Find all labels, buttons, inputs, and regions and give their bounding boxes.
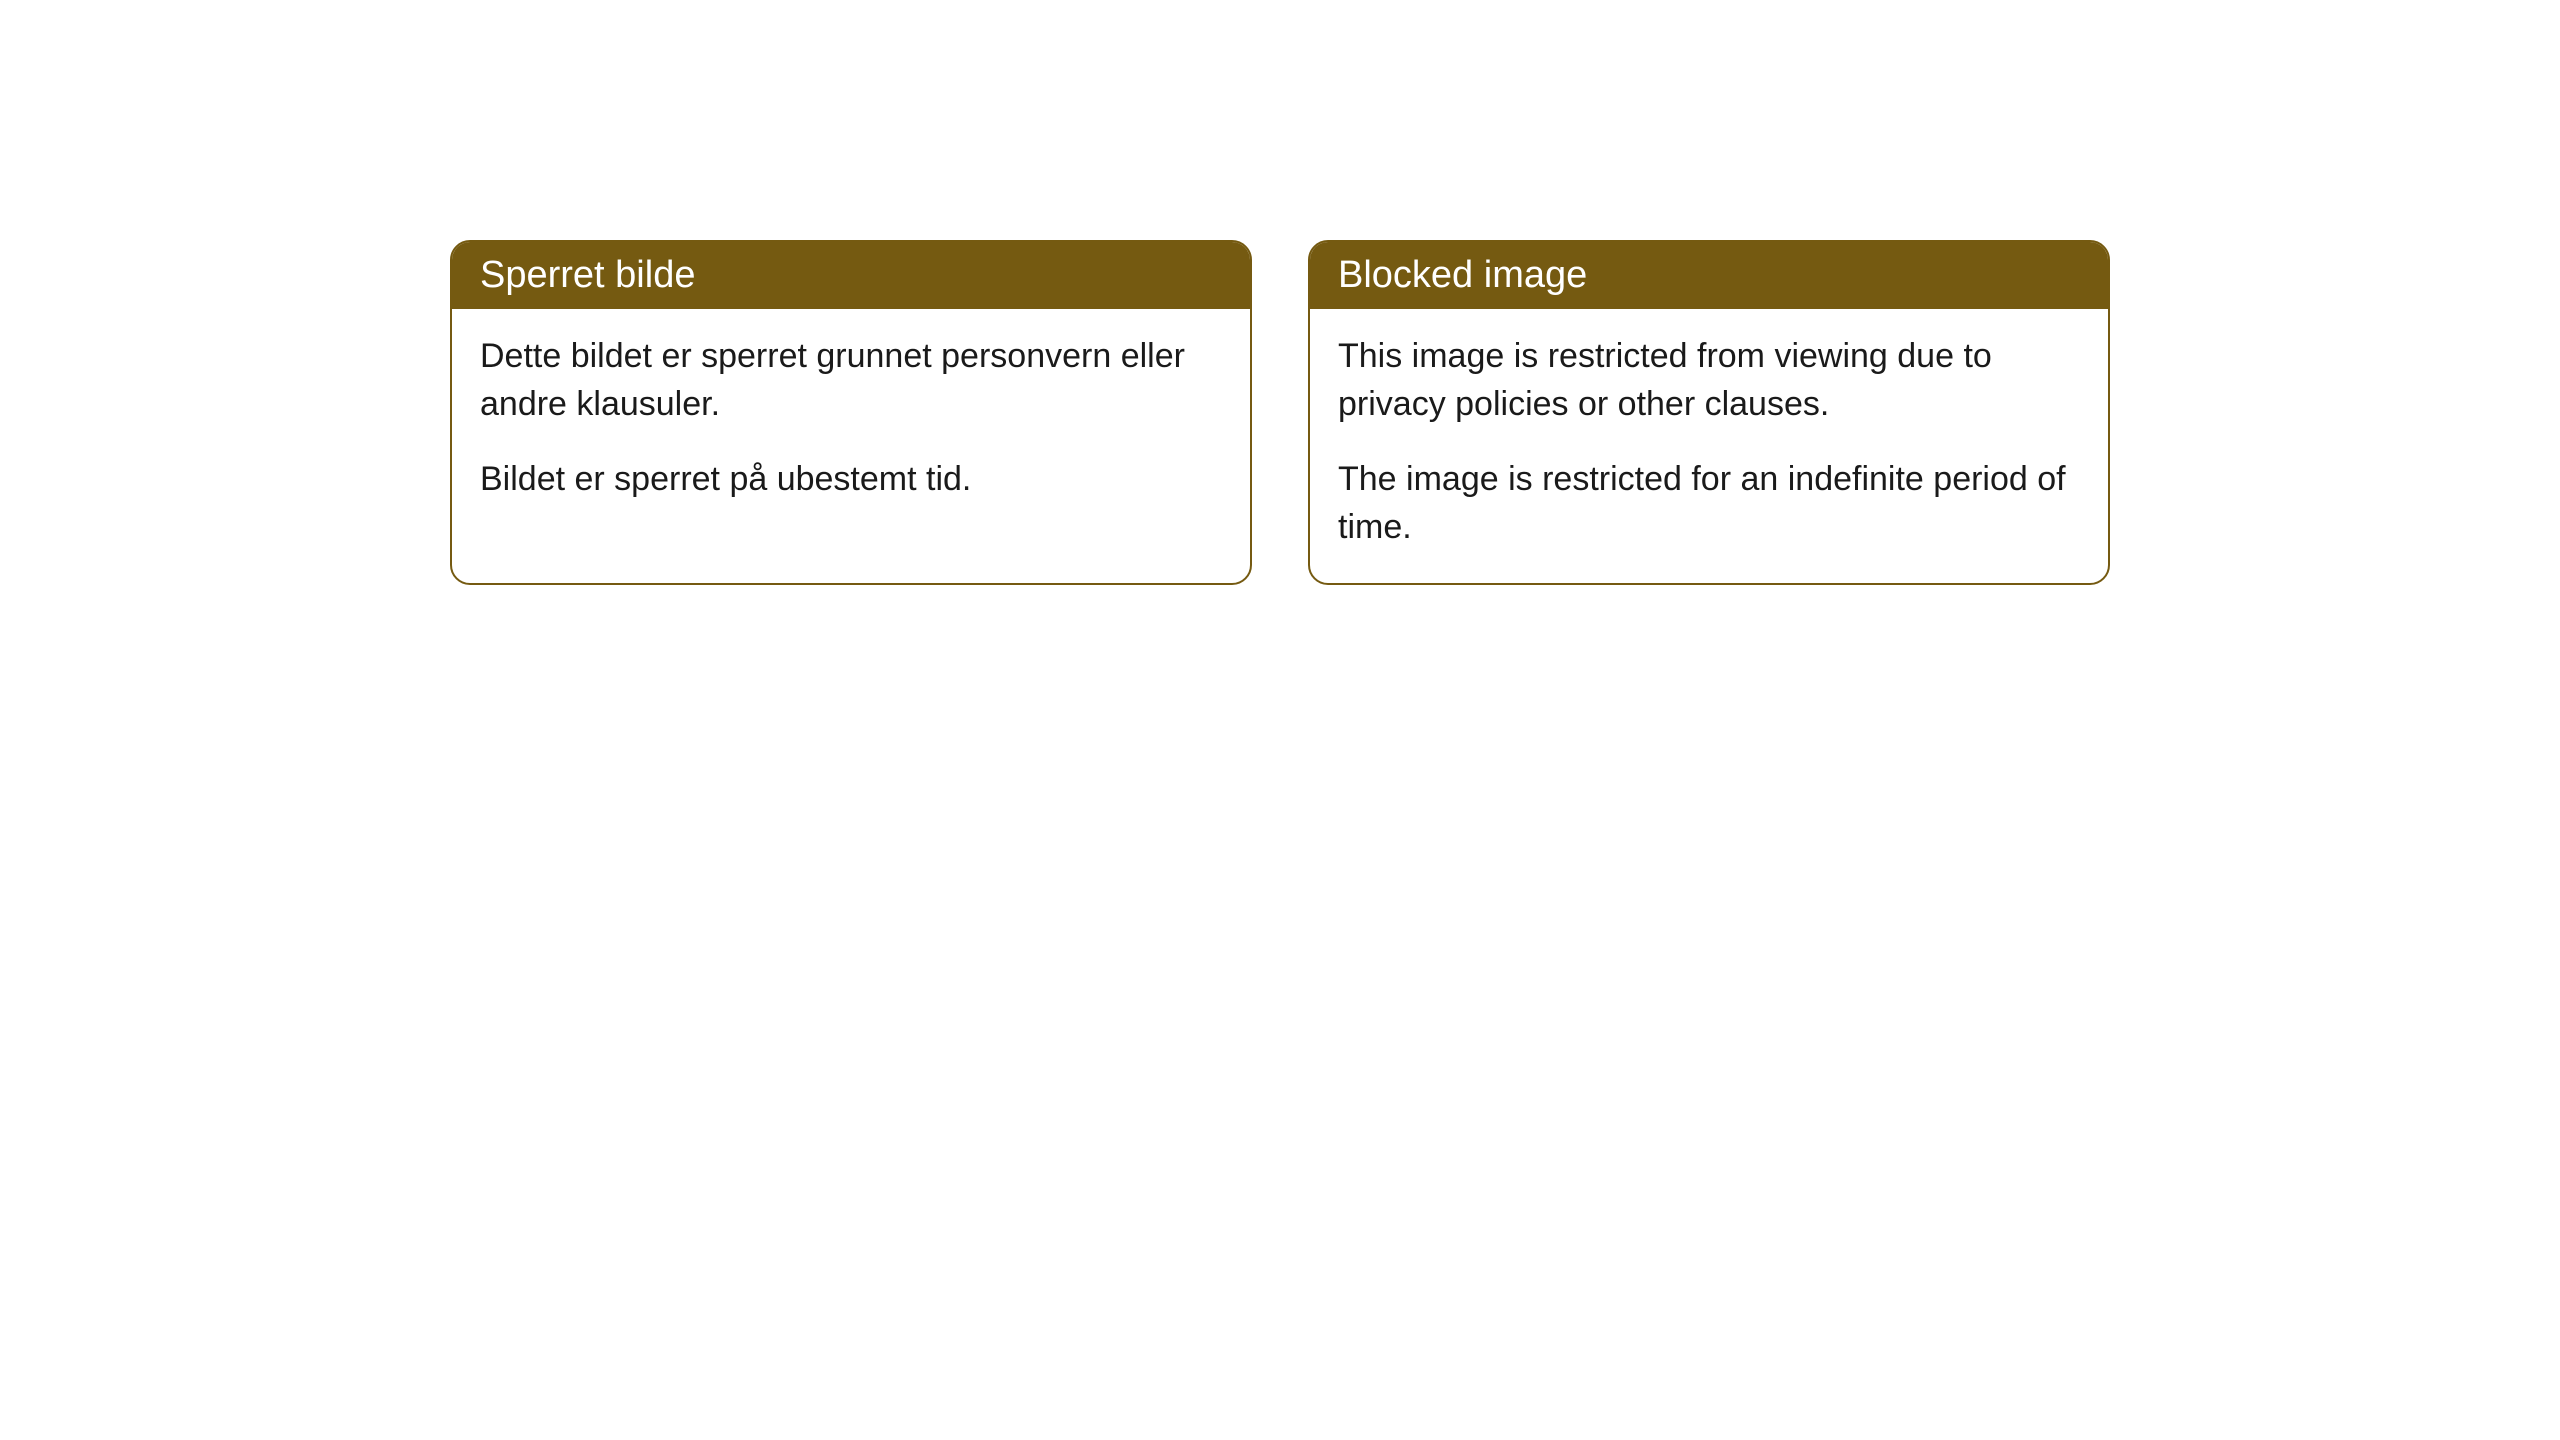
notice-card-norwegian: Sperret bilde Dette bildet er sperret gr… <box>450 240 1252 585</box>
card-body-norwegian: Dette bildet er sperret grunnet personve… <box>452 309 1250 536</box>
card-paragraph2-english: The image is restricted for an indefinit… <box>1338 456 2080 551</box>
notice-cards-container: Sperret bilde Dette bildet er sperret gr… <box>450 240 2110 585</box>
card-title-norwegian: Sperret bilde <box>480 254 695 296</box>
card-paragraph2-norwegian: Bildet er sperret på ubestemt tid. <box>480 456 1222 504</box>
card-title-english: Blocked image <box>1338 254 1587 296</box>
card-header-english: Blocked image <box>1310 242 2108 309</box>
notice-card-english: Blocked image This image is restricted f… <box>1308 240 2110 585</box>
card-paragraph1-english: This image is restricted from viewing du… <box>1338 333 2080 428</box>
card-body-english: This image is restricted from viewing du… <box>1310 309 2108 583</box>
card-paragraph1-norwegian: Dette bildet er sperret grunnet personve… <box>480 333 1222 428</box>
card-header-norwegian: Sperret bilde <box>452 242 1250 309</box>
